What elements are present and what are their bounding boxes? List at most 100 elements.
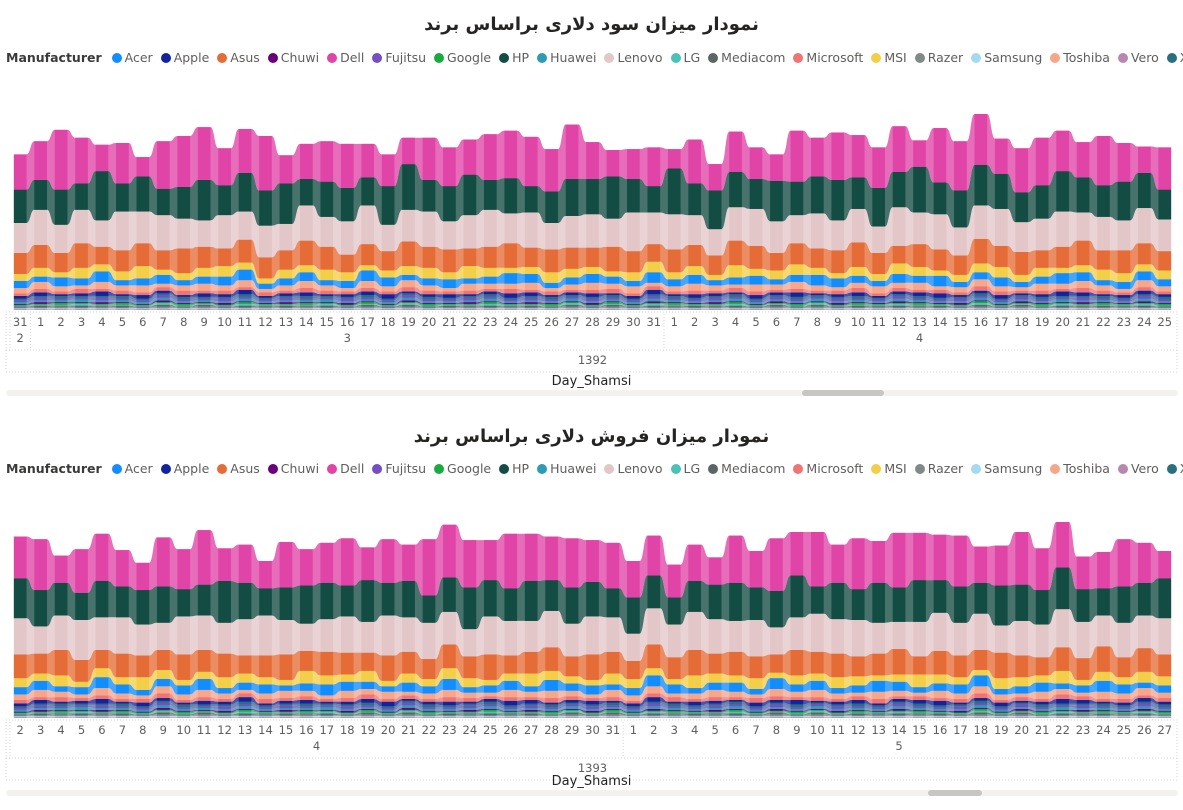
bar-segment[interactable] bbox=[75, 592, 88, 620]
bar-segment[interactable] bbox=[933, 286, 947, 290]
bar-segment[interactable] bbox=[177, 248, 191, 274]
bar-segment[interactable] bbox=[483, 302, 497, 304]
bar-segment[interactable] bbox=[238, 701, 252, 705]
bar-segment[interactable] bbox=[810, 531, 824, 587]
bar-segment[interactable] bbox=[463, 692, 477, 699]
bar-segment[interactable] bbox=[218, 714, 231, 716]
bar-segment[interactable] bbox=[1056, 715, 1069, 717]
bar-segment[interactable] bbox=[422, 303, 436, 306]
bar-segment[interactable] bbox=[770, 712, 783, 715]
bar-segment[interactable] bbox=[422, 294, 436, 297]
bar-segment[interactable] bbox=[933, 128, 947, 183]
bar-segment[interactable] bbox=[974, 300, 988, 302]
bar-segment[interactable] bbox=[95, 309, 109, 310]
bar-segment[interactable] bbox=[831, 710, 845, 713]
bar-segment[interactable] bbox=[1117, 309, 1131, 310]
bar-segment[interactable] bbox=[1015, 309, 1029, 310]
bar-segment[interactable] bbox=[197, 615, 211, 650]
bar-segment[interactable] bbox=[259, 707, 272, 709]
bar-segment[interactable] bbox=[95, 308, 109, 310]
bar-segment[interactable] bbox=[1158, 305, 1172, 307]
bar-segment[interactable] bbox=[606, 700, 620, 703]
bar-segment[interactable] bbox=[586, 716, 599, 718]
bar-segment[interactable] bbox=[627, 272, 640, 281]
bar-segment[interactable] bbox=[688, 244, 702, 267]
bar-segment[interactable] bbox=[422, 710, 436, 712]
bar-segment[interactable] bbox=[156, 698, 170, 701]
bar-segment[interactable] bbox=[443, 303, 456, 305]
bar-segment[interactable] bbox=[320, 302, 334, 304]
bar-segment[interactable] bbox=[688, 294, 702, 298]
bar-segment[interactable] bbox=[156, 714, 170, 717]
bar-segment[interactable] bbox=[994, 688, 1008, 695]
bar-segment[interactable] bbox=[606, 588, 620, 618]
bar-segment[interactable] bbox=[54, 697, 68, 702]
bar-segment[interactable] bbox=[75, 549, 88, 593]
bar-segment[interactable] bbox=[688, 712, 702, 714]
bar-segment[interactable] bbox=[1035, 707, 1049, 709]
bar-segment[interactable] bbox=[667, 295, 681, 299]
bar-segment[interactable] bbox=[770, 714, 783, 717]
bar-segment[interactable] bbox=[13, 709, 27, 712]
bar-segment[interactable] bbox=[34, 717, 47, 718]
bar-segment[interactable] bbox=[1097, 708, 1110, 710]
bar-segment[interactable] bbox=[463, 629, 477, 657]
bar-segment[interactable] bbox=[340, 306, 354, 308]
bar-segment[interactable] bbox=[606, 309, 620, 310]
bar-segment[interactable] bbox=[565, 296, 579, 299]
bar-segment[interactable] bbox=[422, 278, 436, 286]
bar-segment[interactable] bbox=[300, 650, 313, 671]
bar-segment[interactable] bbox=[422, 698, 436, 702]
bar-segment[interactable] bbox=[34, 302, 47, 304]
bar-segment[interactable] bbox=[504, 713, 518, 715]
bar-segment[interactable] bbox=[994, 305, 1008, 307]
bar-segment[interactable] bbox=[708, 308, 722, 310]
bar-segment[interactable] bbox=[708, 705, 722, 709]
bar-segment[interactable] bbox=[13, 295, 27, 299]
bar-segment[interactable] bbox=[75, 307, 88, 309]
bar-segment[interactable] bbox=[422, 267, 436, 279]
series-msi[interactable] bbox=[13, 261, 1172, 284]
bar-segment[interactable] bbox=[1097, 715, 1110, 717]
series-fujitsu[interactable] bbox=[13, 702, 1172, 710]
bar-segment[interactable] bbox=[381, 308, 395, 310]
bar-segment[interactable] bbox=[770, 289, 783, 293]
bar-segment[interactable] bbox=[75, 709, 88, 711]
bar-segment[interactable] bbox=[422, 707, 436, 709]
bar-segment[interactable] bbox=[463, 540, 477, 588]
bar-segment[interactable] bbox=[136, 285, 150, 293]
bar-segment[interactable] bbox=[810, 708, 824, 710]
bar-segment[interactable] bbox=[1138, 671, 1151, 683]
bar-segment[interactable] bbox=[13, 714, 27, 716]
bar-segment[interactable] bbox=[34, 308, 47, 310]
bar-segment[interactable] bbox=[13, 618, 27, 655]
bar-segment[interactable] bbox=[994, 309, 1008, 310]
bar-segment[interactable] bbox=[770, 717, 783, 718]
bar-segment[interactable] bbox=[116, 698, 129, 702]
bar-segment[interactable] bbox=[790, 713, 804, 715]
bar-segment[interactable] bbox=[95, 649, 109, 669]
bar-segment[interactable] bbox=[197, 246, 211, 268]
bar-segment[interactable] bbox=[770, 252, 783, 271]
bar-segment[interactable] bbox=[136, 298, 150, 301]
bar-segment[interactable] bbox=[1035, 590, 1049, 625]
bar-segment[interactable] bbox=[218, 712, 231, 714]
bar-segment[interactable] bbox=[729, 305, 742, 308]
bar-segment[interactable] bbox=[1138, 303, 1151, 306]
bar-segment[interactable] bbox=[238, 289, 252, 295]
bar-segment[interactable] bbox=[524, 309, 538, 310]
bar-segment[interactable] bbox=[95, 714, 109, 717]
bar-segment[interactable] bbox=[156, 716, 170, 718]
bar-segment[interactable] bbox=[749, 147, 763, 180]
bar-segment[interactable] bbox=[443, 713, 456, 716]
legend-item-vero[interactable]: Vero bbox=[1117, 461, 1159, 476]
bar-segment[interactable] bbox=[238, 706, 252, 709]
bar-segment[interactable] bbox=[75, 711, 88, 714]
bar-segment[interactable] bbox=[586, 273, 599, 283]
series-huawei[interactable] bbox=[13, 297, 1172, 304]
bar-segment[interactable] bbox=[851, 712, 865, 714]
bar-segment[interactable] bbox=[872, 717, 885, 718]
bar-segment[interactable] bbox=[708, 303, 722, 305]
bar-segment[interactable] bbox=[974, 279, 988, 287]
bar-segment[interactable] bbox=[954, 307, 967, 309]
